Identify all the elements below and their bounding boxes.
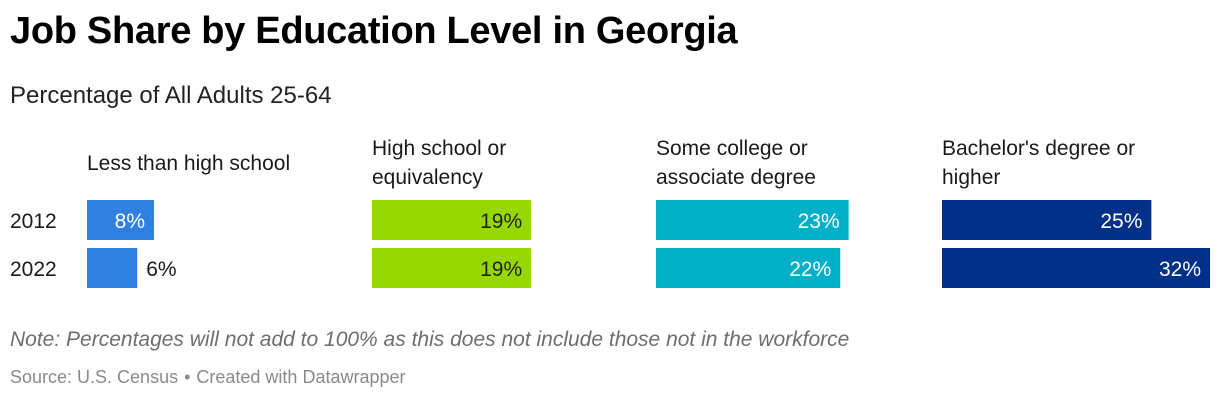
data-label-some-college-or-associate-degree-2022: 22% bbox=[789, 258, 831, 281]
bar-some-college-or-associate-degree-2012 bbox=[656, 200, 849, 240]
bar-high-school-or-equivalency-2012 bbox=[372, 200, 532, 240]
chart-note: Note: Percentages will not add to 100% a… bbox=[10, 328, 850, 351]
chart-source-line: Source: U.S. Census • Created with Datawra… bbox=[10, 367, 406, 388]
row-label-2022: 2022 bbox=[10, 258, 57, 281]
chart-subtitle: Percentage of All Adults 25-64 bbox=[10, 82, 332, 109]
bar-high-school-or-equivalency-2022 bbox=[372, 248, 532, 288]
data-label-high-school-or-equivalency-2022: 19% bbox=[480, 258, 522, 281]
bar-less-than-high-school-2022 bbox=[87, 248, 138, 288]
credit-text: Created with Datawrapper bbox=[196, 367, 406, 387]
data-label-high-school-or-equivalency-2012: 19% bbox=[480, 210, 522, 233]
bar-bachelor-s-degree-or-higher-2022 bbox=[942, 248, 1210, 288]
bar-less-than-high-school-2012 bbox=[87, 200, 154, 240]
panel-header-some-college-or-associate-degree: associate degree bbox=[656, 166, 816, 189]
row-label-2012: 2012 bbox=[10, 210, 57, 233]
panel-header-bachelor-s-degree-or-higher: Bachelor's degree or bbox=[942, 137, 1135, 160]
data-label-some-college-or-associate-degree-2012: 23% bbox=[798, 210, 840, 233]
source-text: Source: U.S. Census bbox=[10, 367, 179, 387]
chart-title: Job Share by Education Level in Georgia bbox=[10, 10, 738, 52]
source-separator: • bbox=[184, 367, 191, 387]
panel-header-high-school-or-equivalency: equivalency bbox=[372, 166, 483, 189]
data-label-less-than-high-school-2012: 8% bbox=[115, 210, 145, 233]
data-label-bachelor-s-degree-or-higher-2012: 25% bbox=[1100, 210, 1142, 233]
panel-header-bachelor-s-degree-or-higher: higher bbox=[942, 166, 1000, 189]
panel-header-some-college-or-associate-degree: Some college or bbox=[656, 137, 808, 160]
data-label-bachelor-s-degree-or-higher-2022: 32% bbox=[1159, 258, 1201, 281]
bar-some-college-or-associate-degree-2022 bbox=[656, 248, 841, 288]
data-label-less-than-high-school-2022: 6% bbox=[146, 258, 176, 281]
panel-header-high-school-or-equivalency: High school or bbox=[372, 137, 506, 160]
bar-bachelor-s-degree-or-higher-2012 bbox=[942, 200, 1152, 240]
panel-header-less-than-high-school: Less than high school bbox=[87, 152, 290, 175]
